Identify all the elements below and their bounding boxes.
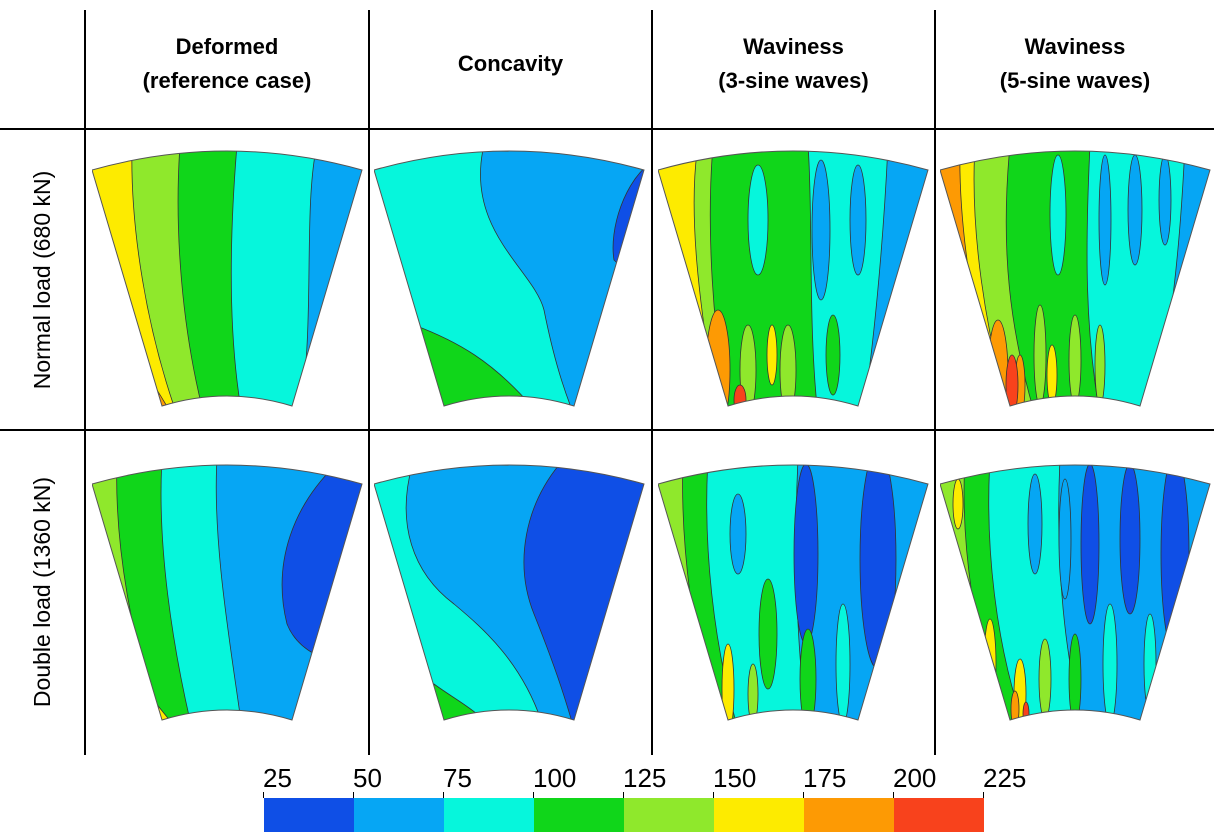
colorbar-tick [983,792,984,798]
grid-line-h2 [0,429,1214,431]
colorbar-tick-label: 125 [623,763,667,793]
colorbar-tick [803,792,804,798]
colorbar-swatch [264,798,354,832]
colorbar-tick [443,792,444,798]
contour-panel-concavity-normal [374,150,646,412]
colorbar-tick-label: 150 [713,763,757,793]
colorbar-tick-label: 225 [983,763,1027,793]
colorbar-tick-label: 175 [803,763,847,793]
colorbar-tick-label: 75 [443,763,472,793]
contour-panel-deformed-normal [92,150,364,412]
colorbar-tick [533,792,534,798]
colorbar-tick-label: 50 [353,763,382,793]
colorbar-tick [713,792,714,798]
colorbar-swatch [624,798,714,832]
colorbar-tick [353,792,354,798]
column-header-concavity: Concavity [370,0,651,128]
grid-line-v3 [651,10,653,755]
colorbar-tick [893,792,894,798]
row-label-double-load: Double load (1360 kN) [29,476,55,708]
column-header-deformed: Deformed (reference case) [86,0,368,128]
contour-panel-waviness3-double [658,464,930,726]
contour-panel-waviness3-normal [658,150,930,412]
colorbar-tick-label: 200 [893,763,937,793]
colorbar-swatch [804,798,894,832]
colorbar-tick-label: 100 [533,763,577,793]
colorbar-tick [263,792,264,798]
contour-panel-concavity-double [374,464,646,726]
colorbar-swatch [444,798,534,832]
colorbar-tick [623,792,624,798]
colorbar-swatch [534,798,624,832]
contour-panel-deformed-double [92,464,364,726]
column-header-line1: Concavity [457,51,564,76]
grid-line-v1 [84,10,86,755]
contour-panel-waviness5-double [940,464,1212,726]
grid-line-v4 [934,10,936,755]
column-header-line1: Waviness [1024,34,1126,59]
colorbar-tick-label: 25 [263,763,292,793]
colorbar-swatch [354,798,444,832]
grid-line-v2 [368,10,370,755]
column-header-line2: (reference case) [142,68,312,93]
row-label-normal-load: Normal load (680 kN) [29,170,55,390]
column-header-line2: (3-sine waves) [718,68,869,93]
column-header-waviness-5: Waviness (5-sine waves) [936,0,1214,128]
colorbar-swatch [714,798,804,832]
column-header-line1: Waviness [743,34,844,59]
column-header-line1: Deformed [175,34,279,59]
colorbar-swatch [894,798,984,832]
grid-line-h1 [0,128,1214,130]
contour-panel-waviness5-normal [940,150,1212,412]
column-header-waviness-3: Waviness (3-sine waves) [653,0,934,128]
column-header-line2: (5-sine waves) [999,68,1151,93]
